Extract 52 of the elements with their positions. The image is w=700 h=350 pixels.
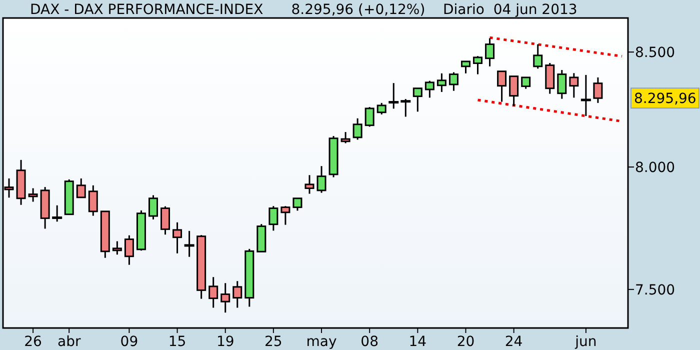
candlestick [88,184,98,217]
candlestick [160,206,170,236]
candlestick [376,102,386,116]
x-tick-label: 26 [24,334,42,350]
text: 8.295,96 [634,91,696,108]
candlestick [424,80,434,98]
candlestick [485,38,495,68]
x-tick-label: 25 [264,334,282,350]
candlestick [292,198,302,212]
candlestick [220,282,230,314]
candlestick [232,280,242,308]
candlestick [112,240,122,256]
x-tick-label: may [306,334,337,350]
x-tick-label: 24 [504,334,523,350]
candlestick [316,165,326,194]
chart-title: DAX - DAX PERFORMANCE-INDEX [30,2,264,18]
x-tick-label: jun [574,334,597,350]
candlestick [268,205,278,232]
candlestick [304,174,314,195]
candlestick [76,178,86,199]
candlestick [28,187,38,202]
candlestick [352,118,362,140]
candlestick [340,131,350,144]
candlestick [509,76,519,107]
x-tick-label: abr [57,334,81,350]
candlestick [124,234,134,266]
x-tick-label: 09 [120,334,138,350]
candlestick [208,276,218,308]
candlestick [497,70,507,103]
x-tick-label: 14 [408,334,427,350]
candlestick [521,76,531,90]
candlestick [364,106,374,128]
candlestick [473,55,483,76]
candlestick [436,72,446,93]
chart-subtitle: 8.295,96 (+0,12%) Diario 04 jun 2013 [291,2,578,18]
y-tick-label: 8.500 [635,44,676,61]
candlestick [593,76,603,104]
candlestick [569,72,579,98]
candlestick [460,60,470,74]
x-tick-label: 08 [360,334,378,350]
candlestick [172,222,182,254]
x-tick-label: 19 [216,334,234,350]
candlestick [412,88,422,112]
candlestick [533,44,543,70]
x-tick-label: 20 [456,334,475,350]
candlestick [557,69,567,100]
x-tick-label: 15 [168,334,186,350]
y-tick-label: 8.000 [635,160,676,176]
candlestick [448,71,458,92]
y-tick-label: 7.500 [635,282,676,298]
candlestick [280,205,290,226]
candlestick [545,62,555,95]
